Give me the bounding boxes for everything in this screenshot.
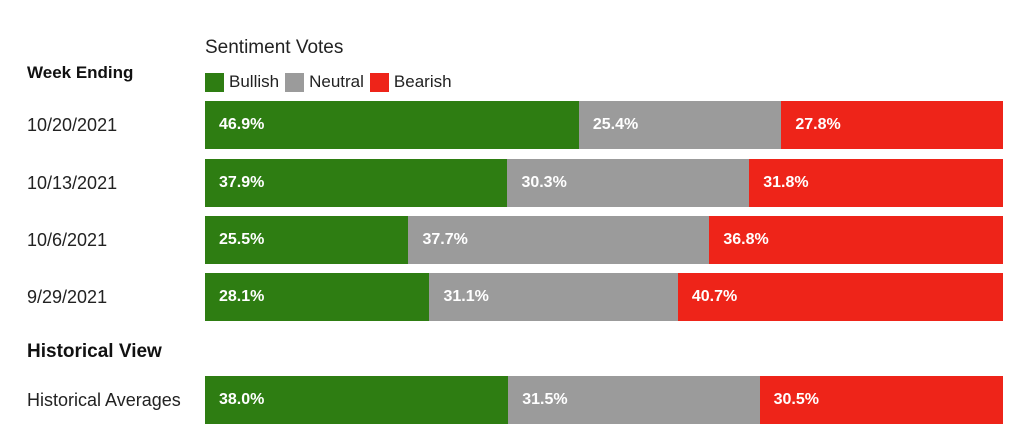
bar-segment-bullish: 25.5% xyxy=(205,216,409,264)
bar-week-2: 37.9% 30.3% 31.8% xyxy=(205,159,1003,207)
bar-segment-bearish: 40.7% xyxy=(677,273,1003,321)
bar-week-3: 25.5% 37.7% 36.8% xyxy=(205,216,1003,264)
legend-label-bearish: Bearish xyxy=(393,72,452,91)
legend-item-bearish: Bearish xyxy=(369,72,452,92)
legend-item-neutral: Neutral xyxy=(285,72,364,92)
bar-segment-neutral: 25.4% xyxy=(578,101,782,149)
bar-segment-bullish: 38.0% xyxy=(205,376,509,424)
bar-segment-bullish: 46.9% xyxy=(205,101,579,149)
bar-segment-bearish: 36.8% xyxy=(709,216,1003,264)
legend: Bullish Neutral Bearish xyxy=(205,71,458,93)
legend-item-bullish: Bullish xyxy=(205,72,279,92)
row-header-week-ending: Week Ending xyxy=(27,63,134,82)
bar-week-1: 46.9% 25.4% 27.8% xyxy=(205,101,1003,149)
bar-segment-bullish: 37.9% xyxy=(205,159,508,207)
row-label-week-4: 9/29/2021 xyxy=(27,287,108,307)
bar-segment-bearish: 31.8% xyxy=(749,159,1003,207)
bar-segment-bearish: 27.8% xyxy=(781,101,1003,149)
chart-title: Sentiment Votes xyxy=(205,37,344,58)
legend-label-bullish: Bullish xyxy=(229,72,280,91)
bar-historical: 38.0% 31.5% 30.5% xyxy=(205,376,1003,424)
legend-swatch-neutral xyxy=(285,72,305,92)
row-label-week-1: 10/20/2021 xyxy=(27,115,118,135)
legend-label-neutral: Neutral xyxy=(309,72,364,91)
row-label-week-3: 10/6/2021 xyxy=(27,230,108,250)
bar-segment-neutral: 37.7% xyxy=(408,216,710,264)
section-title-historical-view: Historical View xyxy=(27,341,162,362)
row-label-week-2: 10/13/2021 xyxy=(27,173,118,193)
bar-week-4: 28.1% 31.1% 40.7% xyxy=(205,273,1003,321)
legend-swatch-bullish xyxy=(205,72,224,92)
row-label-historical: Historical Averages xyxy=(27,390,181,410)
bar-segment-bullish: 28.1% xyxy=(205,273,430,321)
bar-segment-neutral: 30.3% xyxy=(507,159,750,207)
bar-segment-neutral: 31.5% xyxy=(508,376,760,424)
bar-segment-bearish: 30.5% xyxy=(759,376,1003,424)
legend-swatch-bearish xyxy=(369,72,389,92)
bar-segment-neutral: 31.1% xyxy=(429,273,678,321)
